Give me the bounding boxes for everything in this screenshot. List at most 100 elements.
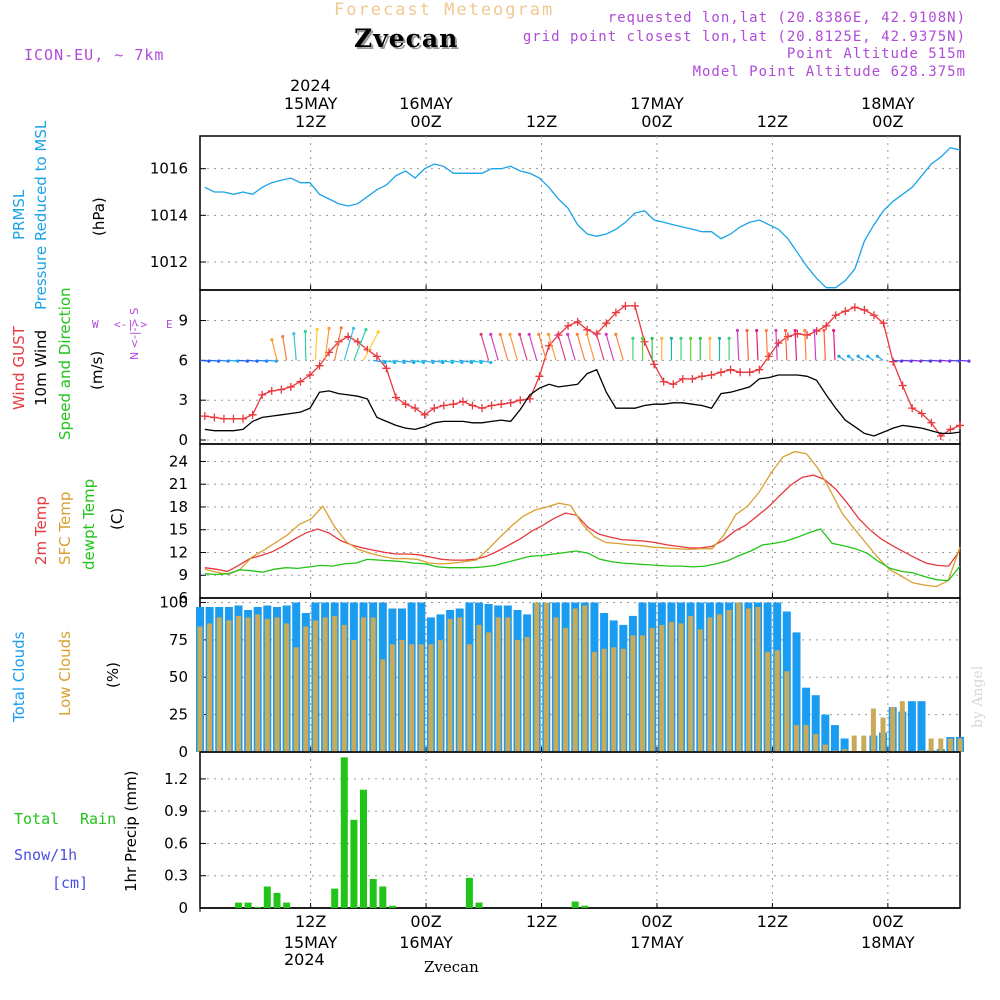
wind-arrow-head [517, 332, 522, 336]
precip-bar [263, 886, 271, 908]
gust-marker [602, 319, 611, 328]
precip-bar [283, 902, 291, 908]
total-cloud-bar [840, 738, 849, 752]
low-cloud-bar [678, 623, 684, 752]
low-cloud-bar [543, 602, 549, 752]
gust-marker [382, 364, 391, 373]
gust-marker [210, 413, 219, 422]
wind-arrow-head [585, 332, 589, 336]
gust-marker [439, 401, 448, 410]
top-axis-time-label: 00Z [872, 112, 903, 131]
gust-marker [391, 393, 400, 402]
top-axis-date-label: 16MAY [399, 94, 453, 113]
low-cloud-bar [274, 617, 280, 752]
wind-arrow-head [745, 328, 749, 333]
low-cloud-bar [197, 626, 203, 752]
bottom-axis-date-label: 18MAY [861, 933, 915, 952]
gust-marker [296, 377, 305, 386]
gust-marker [745, 368, 754, 377]
precip-bar [475, 902, 483, 908]
low-cloud-bar [755, 607, 761, 752]
wind-arrow-head [421, 360, 426, 365]
gust-marker [248, 410, 257, 419]
wind-arrow-head [339, 326, 343, 330]
precip-rain-label: Rain [80, 810, 117, 828]
wind-arrow-head [351, 326, 356, 330]
wind-arrow-head [856, 354, 860, 358]
gust-marker [468, 401, 477, 410]
gust-marker [411, 404, 420, 413]
wind-arrow-head [735, 328, 740, 333]
wind-direction-arrow [775, 330, 778, 361]
series-line-10m-wind [204, 368, 961, 437]
wind-arrow-head [832, 328, 836, 333]
low-cloud-bar [668, 621, 674, 752]
precip-bar [360, 789, 367, 908]
precip-bar [379, 886, 387, 908]
y-tick-label: 0.3 [164, 867, 188, 885]
wind-direction-arrow [304, 331, 307, 361]
wind-arrow-head [967, 359, 971, 363]
low-cloud-bar [255, 614, 261, 752]
wind-direction-arrow [478, 359, 491, 364]
low-cloud-bar [322, 617, 328, 752]
low-cloud-bar [370, 617, 376, 752]
top-axis-time-label: 12Z [526, 112, 557, 131]
wind-arrow-head [412, 360, 416, 365]
low-cloud-bar [312, 620, 318, 752]
gust-marker [764, 352, 773, 361]
gust-marker [726, 365, 735, 374]
gust-marker [898, 381, 907, 390]
wind-direction-arrow [343, 328, 355, 361]
compass-we-arrow: <-|-> [114, 318, 148, 331]
wind-direction-arrow [813, 330, 817, 361]
model-label: ICON-EU, ~ 7km [24, 46, 165, 64]
low-cloud-bar [207, 623, 213, 752]
total-cloud-bar [907, 701, 916, 752]
wind-direction-arrow [538, 334, 547, 361]
gust-marker [372, 352, 381, 361]
low-cloud-bar [524, 636, 530, 752]
wind-arrow-head [717, 336, 722, 340]
gust-marker [401, 400, 410, 409]
gust-marker [430, 404, 439, 413]
precip-bar [331, 888, 339, 908]
y-tick-label: 21 [169, 475, 188, 493]
gust-marker [286, 382, 295, 391]
wind-direction-arrow [765, 330, 769, 361]
low-cloud-bar [774, 650, 780, 752]
low-cloud-bar [765, 651, 771, 752]
wind-arrow-head [774, 328, 778, 333]
wind-arrow-head [875, 354, 879, 358]
low-cloud-bar [620, 648, 626, 752]
gust-marker [229, 414, 238, 423]
low-cloud-bar [928, 738, 934, 752]
gust-marker [956, 421, 964, 430]
gust-marker [822, 321, 831, 330]
wind-direction-arrow [804, 330, 807, 361]
gust-marker [267, 386, 276, 395]
low-cloud-bar [236, 615, 241, 752]
wind-arrow-head [527, 332, 531, 336]
gust-marker [497, 400, 506, 409]
wind-arrow-head [460, 360, 464, 365]
gust-marker [869, 311, 878, 320]
wind-arrow-head [783, 328, 788, 333]
wind-direction-arrow [363, 331, 379, 361]
low-cloud-bar [428, 644, 434, 752]
y-tick-label: 18 [169, 498, 188, 516]
wind-direction-arrow [411, 359, 424, 364]
y-tick-label: 3 [178, 391, 188, 409]
y-tick-label: 9 [178, 566, 188, 584]
wind-arrow-head [270, 338, 274, 342]
low-cloud-bar [745, 608, 751, 752]
wind-arrow-head [755, 328, 759, 333]
low-cloud-bar [284, 623, 290, 752]
low-cloud-bar [688, 615, 694, 752]
wind-direction-arrow [271, 339, 278, 361]
gust-marker [277, 385, 286, 394]
bottom-axis-date-label: 16MAY [399, 933, 453, 952]
wind-arrow-head [393, 360, 397, 365]
wind-direction-arrow [509, 334, 519, 361]
